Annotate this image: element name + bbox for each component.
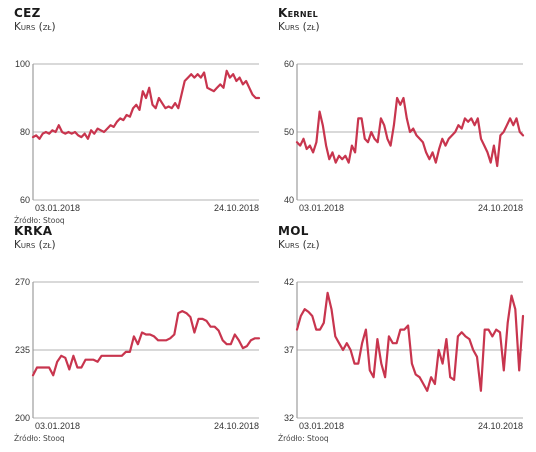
y-tick-label: 32 [284,413,294,423]
chart-source: Źródło: Stooq [14,216,65,225]
chart-title: Kernel [278,6,318,20]
x-tick-label: 03.01.2018 [299,421,344,431]
y-tick-label: 50 [284,127,294,137]
chart-plot: 270 235 200 03.01.2018 24.10.2018 [15,277,261,431]
chart-panel-cez: CEZ Kurs (zł) 100 80 60 03.01.2018 24.10.201… [14,6,272,226]
chart-source: Źródło: Stooq [278,434,329,443]
y-tick-label: 42 [284,277,294,287]
chart-title: MOL [278,224,309,238]
y-tick-label: 80 [20,127,30,137]
series-line [31,309,261,377]
x-tick-label: 03.01.2018 [35,203,80,213]
x-tick-label: 03.01.2018 [35,421,80,431]
y-tick-label: 37 [284,345,294,355]
y-tick-label: 235 [15,345,30,355]
chart-source: Źródło: Stooq [14,434,65,443]
series-line [31,69,261,140]
chart-title: KRKA [14,224,53,238]
x-tick-label: 24.10.2018 [214,421,259,431]
chart-plot: 42 37 32 03.01.2018 24.10.2018 [284,277,525,431]
x-tick-label: 24.10.2018 [478,203,523,213]
y-tick-label: 60 [20,195,30,205]
chart-panel-kernel: Kernel Kurs (zł) 60 50 40 03.01.2018 24.10.2… [278,6,536,226]
chart-subtitle: Kurs (zł) [278,21,320,33]
chart-panel-krka: KRKA Kurs (zł) 270 235 200 03.01.2018 24.10.… [14,224,272,444]
chart-plot: 60 50 40 03.01.2018 24.10.2018 [284,59,525,213]
chart-plot: 100 80 60 03.01.2018 24.10.2018 [15,59,261,213]
chart-title: CEZ [14,6,41,20]
y-tick-label: 40 [284,195,294,205]
chart-subtitle: Kurs (zł) [14,21,56,33]
y-tick-label: 200 [15,413,30,423]
x-tick-label: 24.10.2018 [214,203,259,213]
chart-subtitle: Kurs (zł) [14,239,56,251]
y-tick-label: 100 [15,59,30,69]
x-tick-label: 03.01.2018 [299,203,344,213]
chart-panel-mol: MOL Kurs (zł) 42 37 32 03.01.2018 24.10.2018… [278,224,536,444]
series-line [295,291,525,392]
x-tick-label: 24.10.2018 [478,421,523,431]
series-line [295,96,525,168]
y-tick-label: 60 [284,59,294,69]
y-tick-label: 270 [15,277,30,287]
chart-subtitle: Kurs (zł) [278,239,320,251]
